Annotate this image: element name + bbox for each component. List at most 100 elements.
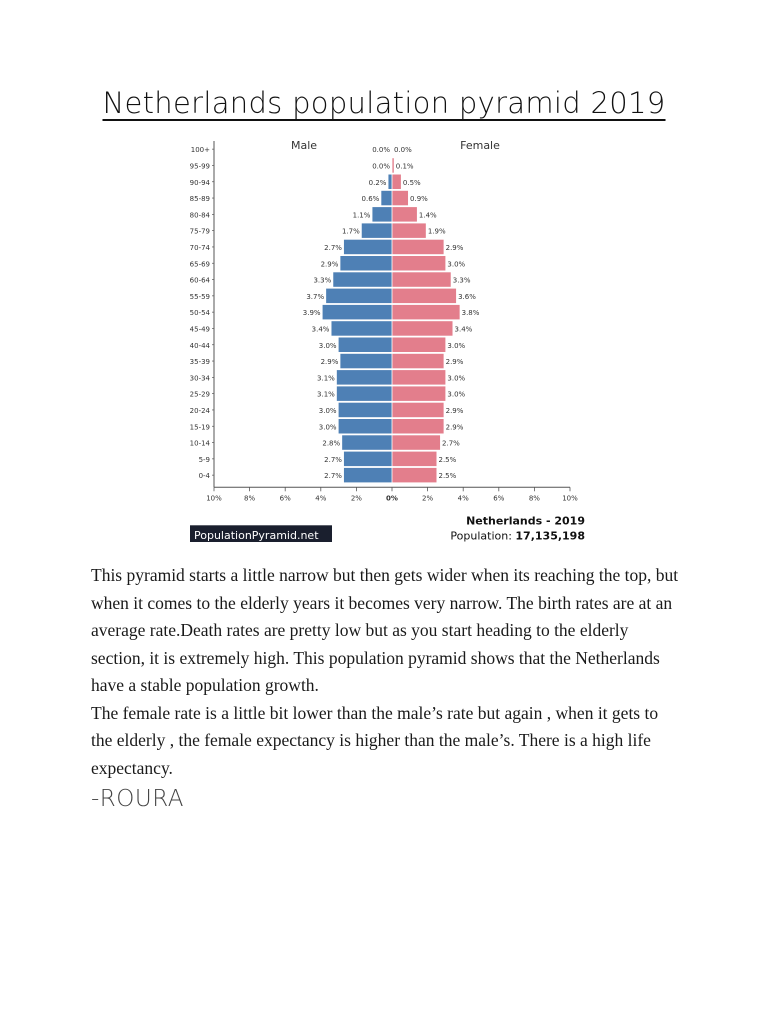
description: This pyramid starts a little narrow but … <box>91 562 681 782</box>
male-value-label: 2.7% <box>324 472 342 480</box>
caption-country: Netherlands - 2019 <box>466 514 585 527</box>
page-title-text: Netherlands population pyramid 2019 <box>102 86 666 120</box>
female-value-label: 3.6% <box>458 293 476 301</box>
female-bar <box>392 321 453 336</box>
female-bar <box>392 386 446 401</box>
male-header: Male <box>291 139 317 152</box>
male-bar <box>326 288 392 304</box>
male-value-label: 2.9% <box>321 260 339 268</box>
x-tick-label: 0% <box>386 494 398 502</box>
caption-population-value: 17,135,198 <box>515 529 585 542</box>
female-value-label: 3.3% <box>453 277 471 285</box>
female-value-label: 3.4% <box>455 325 473 333</box>
brand-box <box>190 525 332 542</box>
female-value-label: 2.9% <box>446 423 464 431</box>
male-bar <box>343 451 392 467</box>
female-value-label: 0.9% <box>410 195 428 203</box>
x-tick-label: 10% <box>562 494 578 502</box>
brand-label: PopulationPyramid.net <box>194 529 319 542</box>
age-group-label: 0-4 <box>199 472 211 480</box>
male-bar <box>336 370 392 385</box>
female-bar <box>392 370 446 385</box>
female-bar <box>392 256 446 271</box>
male-value-label: 0.0% <box>372 146 390 154</box>
female-value-label: 2.5% <box>439 456 457 464</box>
female-value-label: 3.0% <box>447 391 465 399</box>
x-tick-label: 4% <box>315 494 326 502</box>
male-value-label: 2.7% <box>324 244 342 252</box>
author-signature: -ROURA <box>91 786 185 812</box>
male-bar <box>340 256 392 271</box>
x-tick-label: 6% <box>493 494 504 502</box>
male-bar <box>336 386 392 401</box>
female-value-label: 2.5% <box>439 472 457 480</box>
age-group-label: 70-74 <box>190 244 211 252</box>
age-group-label: 95-99 <box>190 162 210 170</box>
male-bar <box>381 190 392 206</box>
male-bar <box>388 174 392 189</box>
female-value-label: 1.9% <box>428 228 446 236</box>
female-value-label: 2.9% <box>446 358 464 366</box>
female-bar <box>392 158 394 173</box>
description-paragraph-1: This pyramid starts a little narrow but … <box>91 565 679 695</box>
x-tick-label: 4% <box>458 494 469 502</box>
age-group-label: 45-49 <box>190 325 210 333</box>
female-value-label: 3.0% <box>447 260 465 268</box>
male-value-label: 3.3% <box>313 277 331 285</box>
female-value-label: 3.0% <box>447 342 465 350</box>
male-value-label: 3.0% <box>319 407 337 415</box>
age-group-label: 90-94 <box>190 179 211 187</box>
male-value-label: 3.0% <box>319 342 337 350</box>
x-tick-label: 8% <box>244 494 255 502</box>
male-value-label: 0.0% <box>372 162 390 170</box>
male-bar <box>338 419 392 434</box>
male-value-label: 3.1% <box>317 391 335 399</box>
female-value-label: 1.4% <box>419 211 437 219</box>
female-bar <box>392 304 460 320</box>
male-bar <box>372 207 392 222</box>
age-group-label: 65-69 <box>190 260 210 268</box>
female-value-label: 2.7% <box>442 440 460 448</box>
female-bar <box>392 419 444 434</box>
male-value-label: 1.1% <box>353 211 371 219</box>
age-group-label: 10-14 <box>190 440 211 448</box>
female-bar <box>392 337 446 352</box>
age-group-label: 5-9 <box>199 456 210 464</box>
age-group-label: 55-59 <box>190 293 210 301</box>
x-tick-label: 2% <box>422 494 433 502</box>
x-tick-label: 2% <box>351 494 362 502</box>
male-bar <box>333 272 392 287</box>
x-tick-label: 10% <box>206 494 222 502</box>
female-bar <box>392 223 426 238</box>
age-group-label: 40-44 <box>190 342 211 350</box>
male-bar <box>340 353 392 369</box>
female-bar <box>392 402 444 418</box>
female-value-label: 0.1% <box>396 162 414 170</box>
male-value-label: 2.9% <box>321 358 339 366</box>
female-header: Female <box>460 139 500 152</box>
female-value-label: 2.9% <box>446 244 464 252</box>
age-group-label: 50-54 <box>190 309 211 317</box>
age-group-label: 75-79 <box>190 228 210 236</box>
female-value-label: 0.0% <box>394 146 412 154</box>
female-value-label: 3.0% <box>447 374 465 382</box>
female-value-label: 0.5% <box>403 179 421 187</box>
description-paragraph-2: The female rate is a little bit lower th… <box>91 702 659 778</box>
male-value-label: 2.7% <box>324 456 342 464</box>
age-group-label: 100+ <box>191 146 210 154</box>
female-bar <box>392 207 417 222</box>
age-group-label: 30-34 <box>190 374 211 382</box>
female-bar <box>392 451 437 467</box>
caption-population: Population: 17,135,198 <box>450 529 585 542</box>
age-group-label: 35-39 <box>190 358 210 366</box>
caption-population-label: Population: <box>450 529 515 542</box>
female-bar <box>392 435 441 450</box>
x-tick-label: 6% <box>280 494 291 502</box>
age-group-label: 15-19 <box>190 423 210 431</box>
age-group-label: 25-29 <box>190 391 210 399</box>
male-bar <box>338 337 392 352</box>
male-value-label: 0.6% <box>362 195 380 203</box>
page-title: Netherlands population pyramid 2019 <box>0 86 768 120</box>
age-group-label: 80-84 <box>190 211 211 219</box>
male-value-label: 2.8% <box>322 440 340 448</box>
